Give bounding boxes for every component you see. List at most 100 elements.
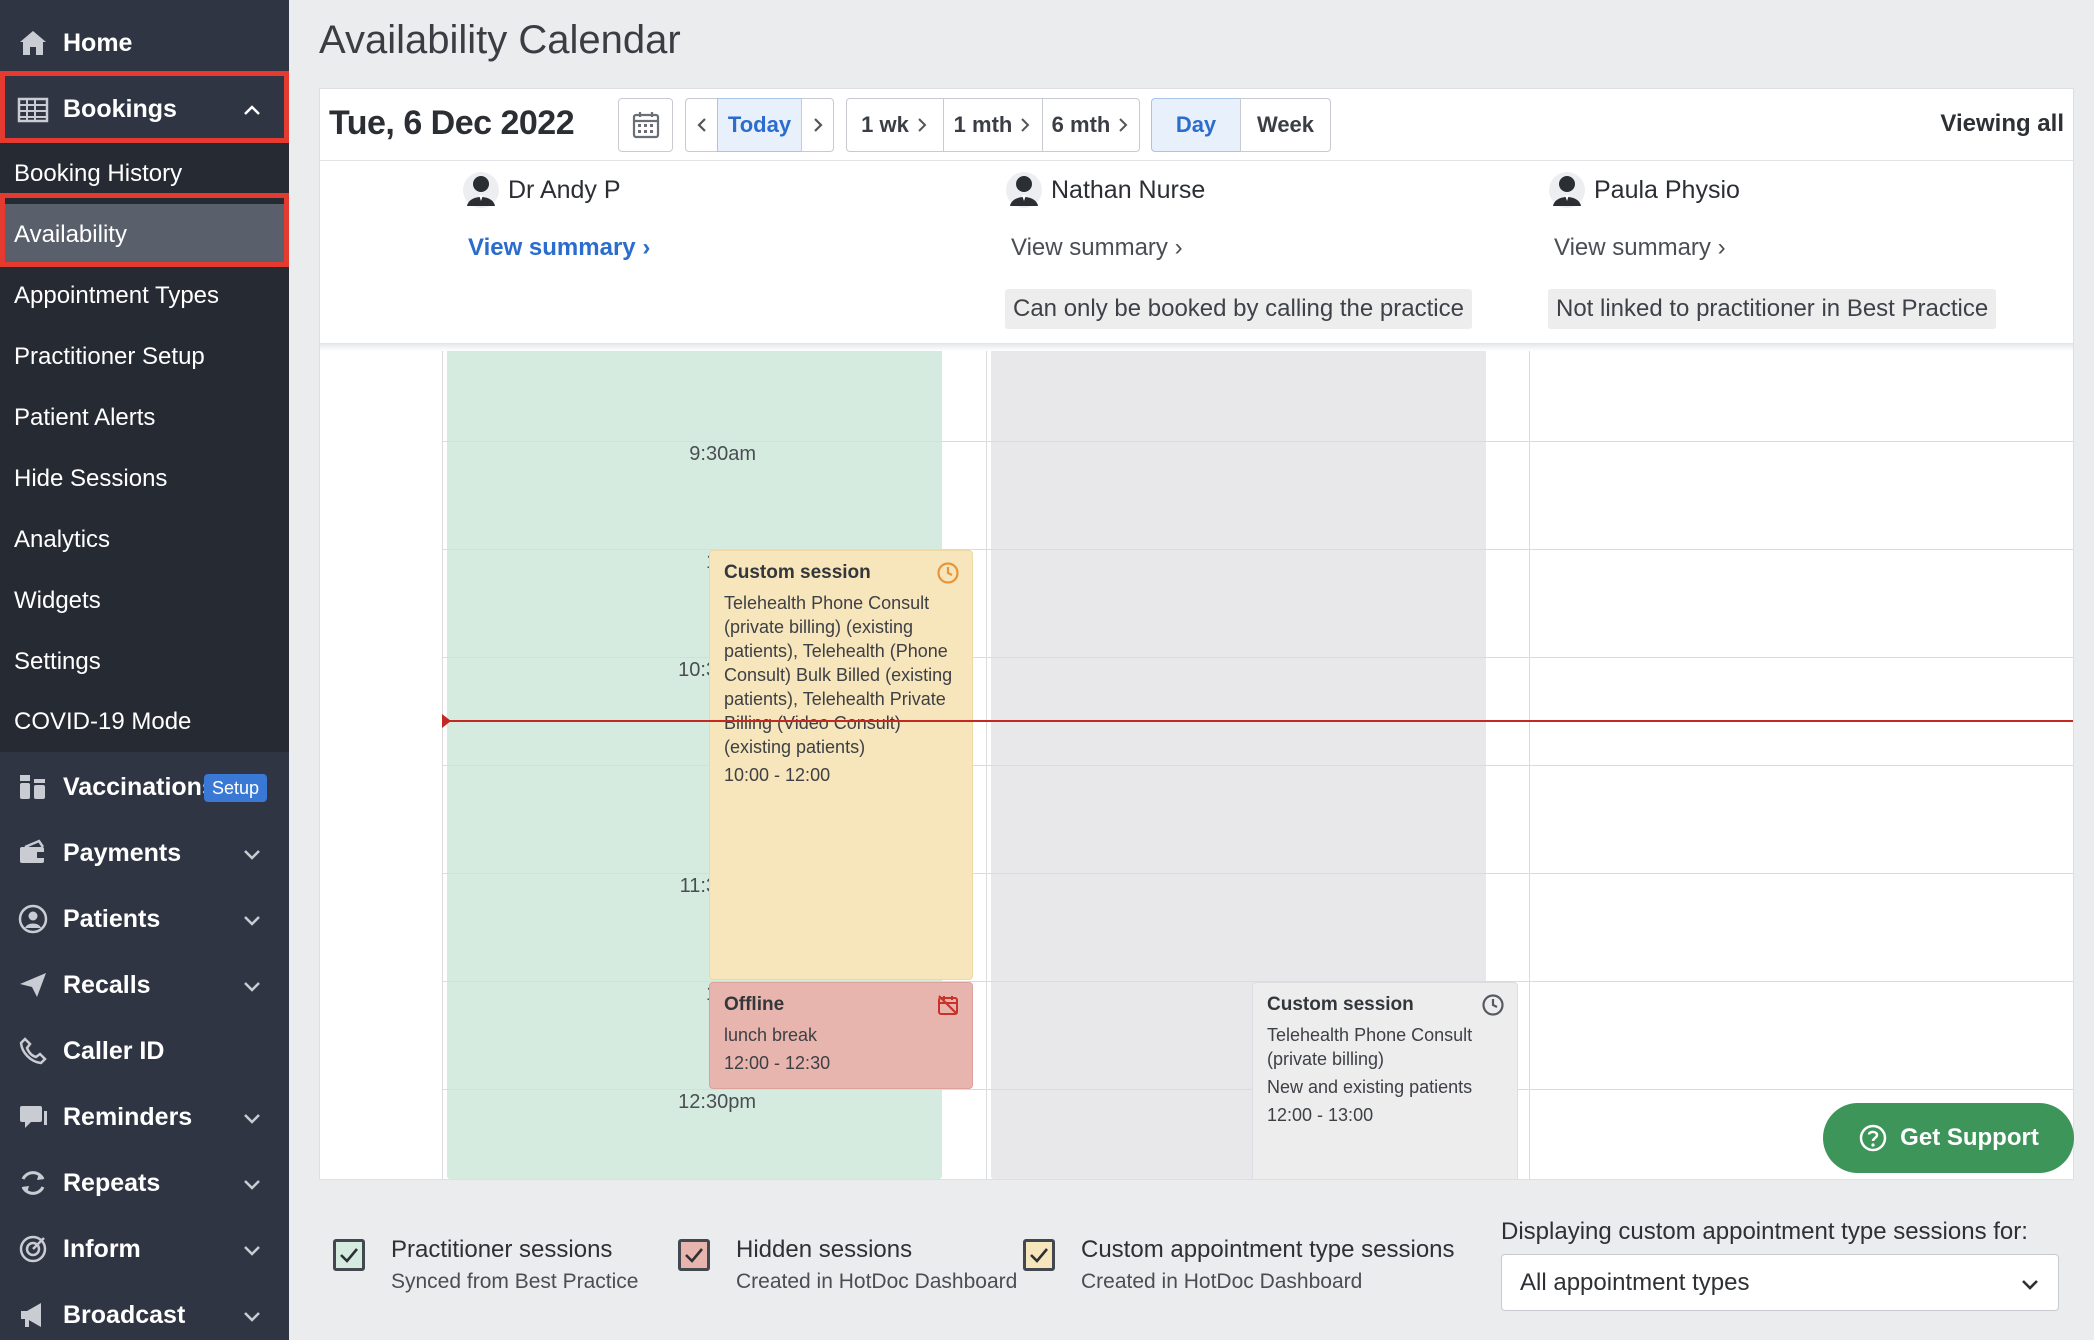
view-summary-link[interactable]: View summary ›	[1011, 234, 1183, 261]
view-day-button[interactable]: Day	[1151, 98, 1241, 152]
nav-vaccinations[interactable]: Vaccinations	[0, 754, 289, 820]
grid-line	[442, 765, 2073, 766]
nav-reminders-label: Reminders	[63, 1102, 193, 1131]
chevron-down-icon	[244, 1114, 260, 1124]
nav-caller-id[interactable]: Caller ID	[0, 1018, 289, 1084]
sidebar: Home Bookings Booking History Availabili…	[0, 0, 289, 1340]
range-1mth-label: 1 mth	[953, 112, 1013, 137]
custom-session-card[interactable]: Custom session Telehealth Phone Consult …	[1252, 982, 1518, 1179]
session-description: Telehealth Phone Consult (private billin…	[724, 593, 953, 757]
range-6mth-button[interactable]: 6 mth	[1042, 98, 1140, 152]
time-label-930am: 9:30am	[689, 443, 756, 465]
date-picker-button[interactable]	[618, 98, 673, 152]
megaphone-icon	[21, 1303, 41, 1327]
setup-badge: Setup	[204, 774, 268, 802]
get-support-button[interactable]: Get Support	[1823, 1103, 2074, 1173]
calendar-grid-icon	[17, 97, 49, 123]
chevron-up-icon	[244, 105, 260, 115]
toolbar-divider	[320, 160, 2073, 161]
header-shadow	[320, 343, 2073, 351]
get-support-label: Get Support	[1900, 1124, 2039, 1151]
previous-day-button[interactable]	[685, 98, 718, 152]
nav-recalls[interactable]: Recalls	[0, 952, 289, 1018]
chevron-down-icon	[244, 1246, 260, 1256]
avatar-icon	[463, 172, 499, 208]
payments-icon	[20, 839, 46, 863]
clock-icon	[937, 562, 959, 584]
view-summary-link[interactable]: View summary ›	[468, 234, 651, 261]
current-time-line	[445, 720, 2073, 722]
session-description: lunch break	[724, 1025, 818, 1045]
grid-line	[442, 873, 2073, 874]
next-day-button[interactable]	[801, 98, 834, 152]
view-summary-label: View summary	[1554, 234, 1711, 261]
range-1wk-button[interactable]: 1 wk	[846, 98, 944, 152]
today-button[interactable]: Today	[717, 98, 802, 152]
calendar-grid[interactable]: 9am 9:30am 10am 10:30am 11am 11:30am 12p…	[320, 347, 2073, 1179]
subnav-availability[interactable]: Availability	[0, 204, 289, 265]
session-title: Custom session	[1267, 994, 1414, 1015]
avatar-icon	[1549, 172, 1585, 208]
chevron-down-icon	[2022, 1280, 2038, 1290]
range-1mth-button[interactable]: 1 mth	[943, 98, 1043, 152]
appointment-type-select[interactable]: All appointment types	[1501, 1254, 2059, 1311]
nav-bookings-label: Bookings	[63, 94, 177, 123]
column-divider	[986, 347, 987, 1179]
viewing-filter[interactable]: Viewing all	[1940, 110, 2064, 137]
practitioner-name: Dr Andy P	[508, 176, 621, 204]
chevron-down-icon	[244, 916, 260, 926]
subnav-appointment-types[interactable]: Appointment Types	[0, 265, 289, 326]
nav-inform[interactable]: Inform	[0, 1216, 289, 1282]
session-time: 12:00 - 12:30	[724, 1053, 831, 1073]
view-week-button[interactable]: Week	[1240, 98, 1331, 152]
nav-home[interactable]: Home	[0, 10, 289, 76]
time-label-1230pm: 12:30pm	[678, 1091, 756, 1113]
nav-payments-label: Payments	[63, 838, 182, 867]
subnav-hide-sessions[interactable]: Hide Sessions	[0, 448, 289, 509]
practitioner-name: Paula Physio	[1594, 176, 1740, 204]
hidden-sessions-checkbox[interactable]	[678, 1239, 710, 1271]
subnav-widgets[interactable]: Widgets	[0, 570, 289, 631]
nav-broadcast[interactable]: Broadcast	[0, 1282, 289, 1340]
subnav-patient-alerts[interactable]: Patient Alerts	[0, 387, 289, 448]
subnav-covid-mode[interactable]: COVID-19 Mode	[0, 692, 289, 752]
session-time: 10:00 - 12:00	[724, 765, 831, 785]
practitioner-sessions-checkbox[interactable]	[333, 1239, 365, 1271]
offline-session-card[interactable]: Offline lunch break 12:00 - 12:30	[709, 982, 973, 1089]
view-summary-link[interactable]: View summary ›	[1554, 234, 1726, 261]
page-title: Availability Calendar	[319, 18, 681, 62]
view-summary-label: View summary	[468, 234, 636, 261]
subnav-practitioner-setup[interactable]: Practitioner Setup	[0, 326, 289, 387]
chevron-down-icon	[244, 1312, 260, 1322]
practitioner-name: Nathan Nurse	[1051, 176, 1206, 204]
nav-repeats-label: Repeats	[63, 1168, 161, 1197]
display-filter-label: Displaying custom appointment type sessi…	[1501, 1218, 2028, 1245]
subnav-settings[interactable]: Settings	[0, 631, 289, 692]
checkmark-icon	[340, 1248, 358, 1263]
subnav-booking-history[interactable]: Booking History	[0, 143, 289, 204]
view-summary-label: View summary	[1011, 234, 1168, 261]
legend-subtitle: Created in HotDoc Dashboard	[736, 1270, 1018, 1293]
chevron-right-icon	[813, 118, 823, 132]
vaccine-icon	[20, 775, 45, 799]
custom-sessions-checkbox[interactable]	[1023, 1239, 1055, 1271]
grid-line	[442, 549, 2073, 550]
nav-bookings[interactable]: Bookings	[0, 76, 289, 142]
calendar-icon	[632, 112, 659, 139]
custom-session-card[interactable]: Custom session Telehealth Phone Consult …	[709, 550, 973, 980]
subnav-analytics[interactable]: Analytics	[0, 509, 289, 570]
column-divider	[1529, 347, 1530, 1179]
target-icon	[19, 1235, 47, 1263]
chevron-down-icon	[244, 1180, 260, 1190]
nav-inform-label: Inform	[63, 1234, 141, 1263]
session-patients: New and existing patients	[1267, 1077, 1473, 1097]
nav-vaccinations-label: Vaccinations	[63, 772, 216, 801]
nav-reminders[interactable]: Reminders	[0, 1084, 289, 1150]
chevron-left-icon	[696, 118, 706, 132]
nav-repeats[interactable]: Repeats	[0, 1150, 289, 1216]
grid-line	[442, 441, 2073, 442]
patient-icon	[18, 904, 48, 934]
message-icon	[20, 1106, 47, 1128]
nav-patients[interactable]: Patients	[0, 886, 289, 952]
nav-payments[interactable]: Payments	[0, 820, 289, 886]
